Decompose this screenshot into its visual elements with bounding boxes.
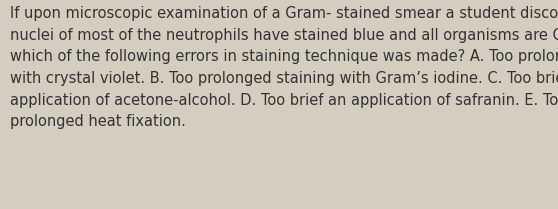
Text: If upon microscopic examination of a Gram- stained smear a student discovers tha: If upon microscopic examination of a Gra… [10, 6, 558, 129]
